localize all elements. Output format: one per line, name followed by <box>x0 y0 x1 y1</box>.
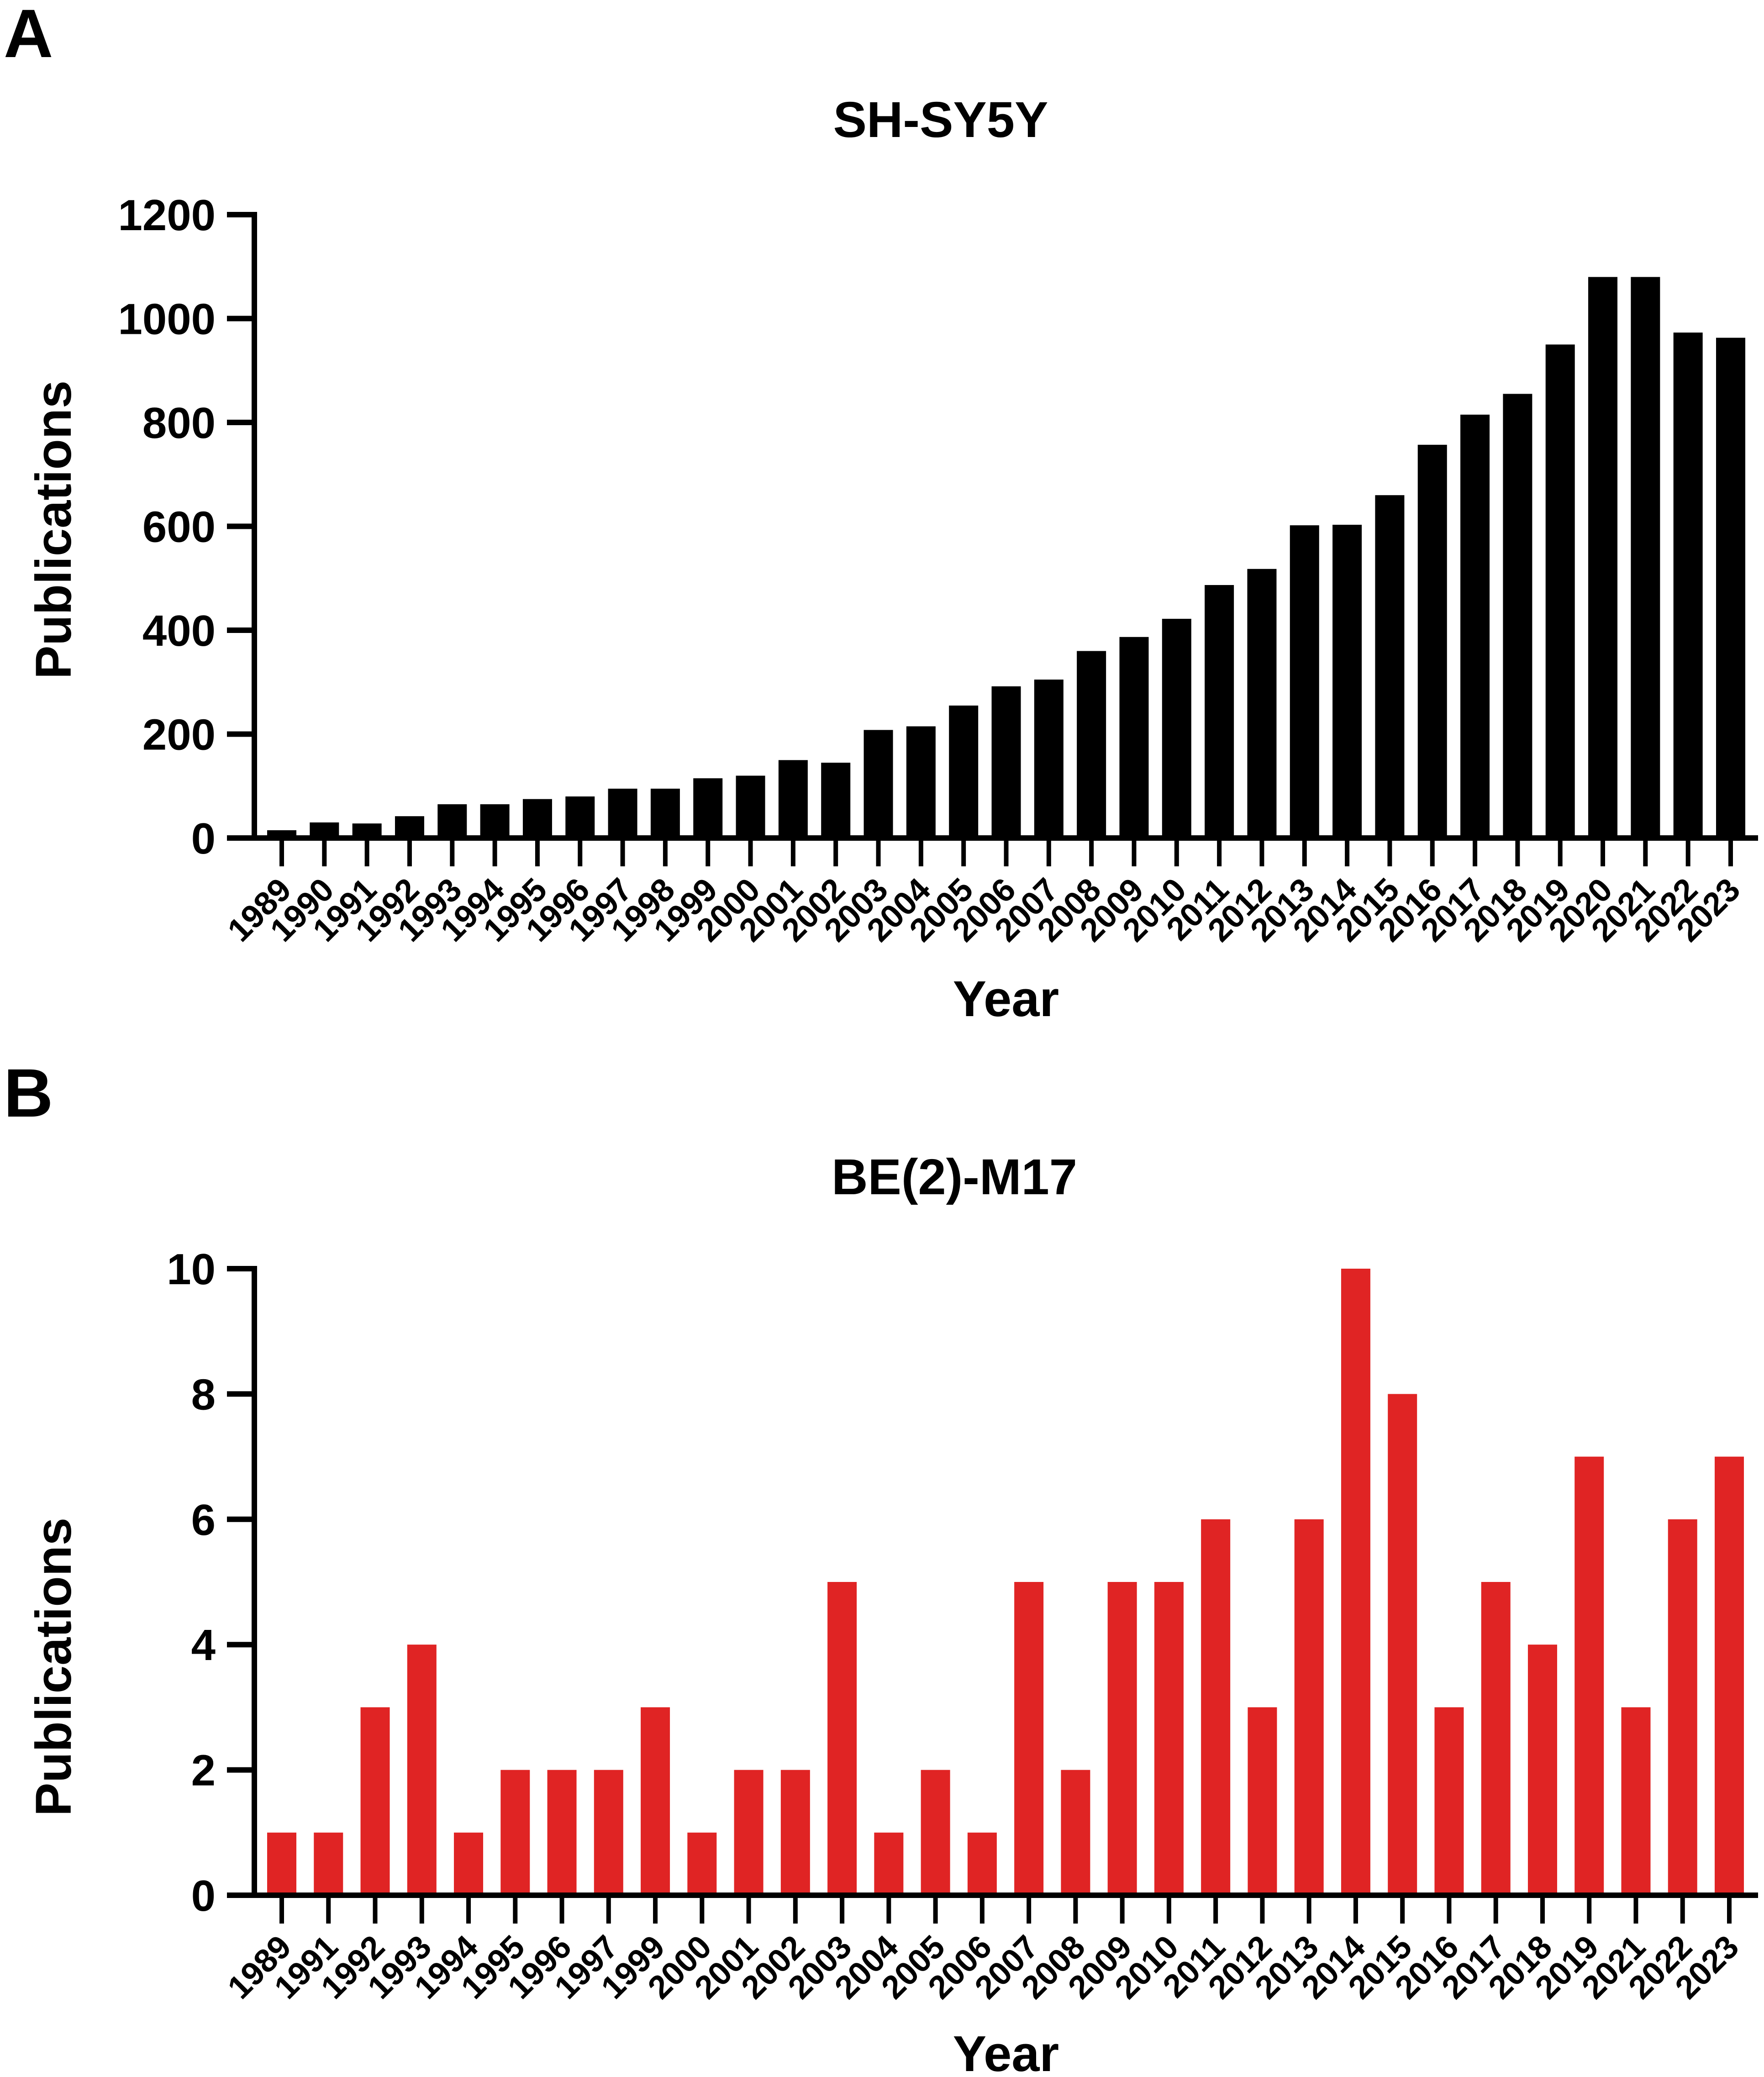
panel-a-bars <box>267 277 1745 838</box>
b-bar <box>1527 1645 1557 1895</box>
a-bar <box>991 686 1021 838</box>
a-bar <box>864 730 893 838</box>
a-bar <box>906 726 936 838</box>
b-bar <box>1621 1707 1651 1895</box>
b-bar <box>1201 1519 1231 1895</box>
a-bar <box>1545 344 1575 838</box>
b-bar <box>1341 1269 1370 1895</box>
b-y-tick-label: 6 <box>191 1496 216 1545</box>
b-y-tick-label: 2 <box>191 1746 216 1795</box>
panel-b-x-axis-label: Year <box>953 2026 1059 2077</box>
a-bar <box>1162 618 1191 838</box>
a-bar <box>949 705 979 838</box>
panel-a-y-axis: 0 200 400 600 800 1000 1200 <box>118 191 257 863</box>
a-bar <box>1503 394 1532 838</box>
b-y-tick-label: 8 <box>191 1370 216 1419</box>
b-bar <box>967 1832 997 1895</box>
a-bar <box>1588 277 1618 838</box>
b-bar <box>687 1832 717 1895</box>
a-bar <box>1077 651 1106 838</box>
panel-b-title: BE(2)-M17 <box>832 1149 1077 1205</box>
a-y-tick-label: 1200 <box>118 191 216 240</box>
a-bar <box>437 804 467 838</box>
b-bar <box>827 1582 857 1895</box>
b-bar <box>1248 1707 1277 1895</box>
a-bar <box>1716 337 1745 838</box>
b-bar <box>1715 1456 1744 1895</box>
panel-a-x-axis-label: Year <box>953 971 1059 1027</box>
a-y-tick-label: 0 <box>191 814 216 863</box>
panel-b-y-axis-label: Publications <box>26 1518 82 1816</box>
b-y-tick-label: 0 <box>191 1871 216 1920</box>
a-bar <box>1290 525 1319 838</box>
a-y-tick-label: 600 <box>142 503 216 552</box>
a-bar <box>736 775 765 838</box>
a-bar <box>1034 680 1064 838</box>
b-bar <box>1668 1519 1697 1895</box>
panel-b-x-axis: 1989199119921993199419951996199719992000… <box>221 1892 1758 2006</box>
panel-b-chart: B BE(2)-M17 0 2 4 6 8 10 19891991199219931994… <box>4 1054 1758 2077</box>
panel-b-y-axis: 0 2 4 6 8 10 <box>167 1245 257 1920</box>
b-bar <box>641 1707 670 1895</box>
a-bar <box>778 760 808 838</box>
a-y-tick-label: 200 <box>142 711 216 759</box>
b-bar <box>921 1770 950 1895</box>
a-bar <box>480 804 510 838</box>
b-bar <box>407 1645 437 1895</box>
b-y-tick-label: 10 <box>167 1245 216 1294</box>
b-bar <box>500 1770 530 1895</box>
a-bar <box>1332 525 1362 838</box>
panel-a-chart: A SH-SY5Y 0 200 400 600 800 1000 1200 19891990… <box>4 0 1758 1027</box>
b-bar <box>874 1832 904 1895</box>
a-bar <box>650 788 680 838</box>
b-bar <box>1481 1582 1511 1895</box>
b-bar <box>594 1770 623 1895</box>
b-bar <box>1154 1582 1184 1895</box>
panel-a-x-axis: 1989199019911992199319941995199619971998… <box>221 835 1758 949</box>
a-bar <box>1247 569 1277 838</box>
a-y-tick-label: 1000 <box>118 295 216 344</box>
b-bar <box>1107 1582 1137 1895</box>
a-bar <box>821 763 851 838</box>
a-bar <box>395 816 424 838</box>
a-y-tick-label: 400 <box>142 606 216 655</box>
panel-b-bars <box>267 1269 1744 1895</box>
b-y-tick-label: 4 <box>191 1621 216 1670</box>
b-bar <box>1434 1707 1464 1895</box>
panel-a-y-axis-label: Publications <box>26 380 82 679</box>
a-bar <box>522 799 552 838</box>
a-bar <box>693 778 723 838</box>
b-bar <box>780 1770 810 1895</box>
b-bar <box>1061 1770 1090 1895</box>
b-bar <box>1388 1394 1417 1895</box>
b-bar <box>734 1770 764 1895</box>
a-bar <box>565 796 595 838</box>
panel-a-title: SH-SY5Y <box>833 92 1048 148</box>
a-bar <box>1631 277 1660 838</box>
b-bar <box>1574 1456 1604 1895</box>
a-bar <box>608 788 637 838</box>
a-y-tick-label: 800 <box>142 399 216 448</box>
b-bar <box>314 1832 343 1895</box>
b-bar <box>360 1707 390 1895</box>
b-bar <box>1294 1519 1324 1895</box>
a-bar <box>1417 444 1447 838</box>
a-bar <box>1119 637 1149 838</box>
a-bar <box>1460 414 1490 838</box>
a-bar <box>1375 495 1405 838</box>
panel-a-letter: A <box>4 0 53 72</box>
a-bar <box>1673 332 1703 838</box>
a-bar <box>1205 585 1234 838</box>
b-bar <box>267 1832 296 1895</box>
b-bar <box>547 1770 577 1895</box>
b-bar <box>454 1832 484 1895</box>
b-bar <box>1014 1582 1044 1895</box>
panel-b-letter: B <box>4 1054 53 1131</box>
